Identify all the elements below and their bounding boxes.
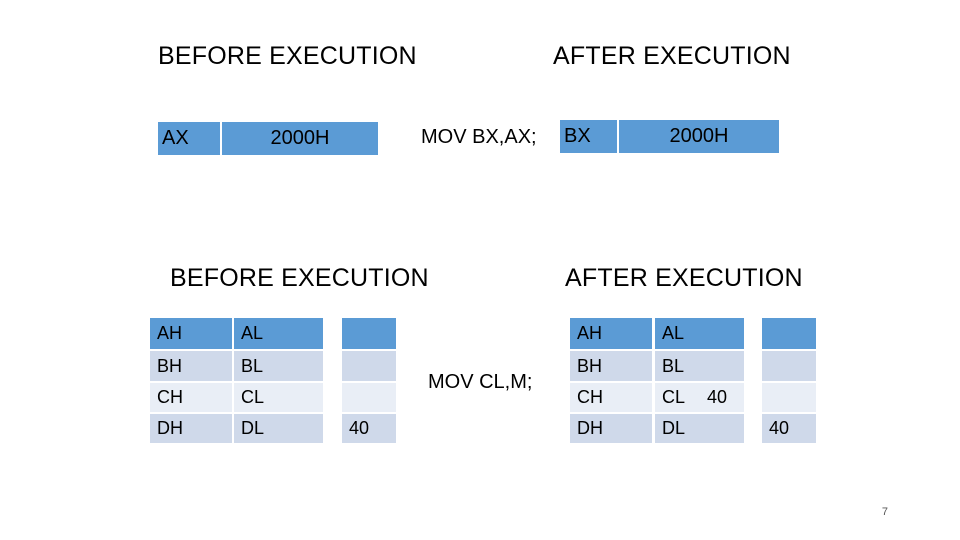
ax-register-name: AX: [158, 122, 220, 155]
bx-register-name: BX: [560, 120, 617, 153]
register-ah: AH: [570, 318, 652, 349]
ax-register-box: AX 2000H: [158, 122, 378, 155]
memory-cell-value: 40: [762, 414, 816, 443]
memory-cell: [762, 351, 816, 381]
after-execution-title-1: AFTER EXECUTION: [553, 42, 791, 70]
register-cl-value: 40: [707, 387, 728, 407]
before-execution-title-1: BEFORE EXECUTION: [158, 42, 417, 70]
register-ch: CH: [150, 383, 232, 412]
memory-cell: [762, 318, 816, 349]
register-dh: DH: [570, 414, 652, 443]
register-cl: CL 40: [655, 383, 744, 412]
after-execution-title-2: AFTER EXECUTION: [565, 264, 803, 292]
ax-register-value: 2000H: [222, 122, 378, 155]
memory-cell: [342, 318, 396, 349]
before-execution-title-2: BEFORE EXECUTION: [170, 264, 429, 292]
instruction-mov-bx-ax: MOV BX,AX;: [421, 126, 537, 148]
register-bh: BH: [150, 351, 232, 381]
register-dl: DL: [655, 414, 744, 443]
memory-cell: [342, 351, 396, 381]
register-dh: DH: [150, 414, 232, 443]
register-ah: AH: [150, 318, 232, 349]
bx-register-box: BX 2000H: [560, 120, 779, 153]
register-dl: DL: [234, 414, 323, 443]
slide-number: 7: [881, 506, 888, 518]
register-ch: CH: [570, 383, 652, 412]
register-cl-label: CL: [662, 387, 686, 407]
bx-register-value: 2000H: [619, 120, 779, 153]
memory-cell: [762, 383, 816, 412]
register-al: AL: [655, 318, 744, 349]
memory-cell-value: 40: [342, 414, 396, 443]
register-bh: BH: [570, 351, 652, 381]
register-cl: CL: [234, 383, 323, 412]
memory-cell: [342, 383, 396, 412]
register-bl: BL: [234, 351, 323, 381]
instruction-mov-cl-m: MOV CL,M;: [428, 371, 533, 393]
register-bl: BL: [655, 351, 744, 381]
register-al: AL: [234, 318, 323, 349]
